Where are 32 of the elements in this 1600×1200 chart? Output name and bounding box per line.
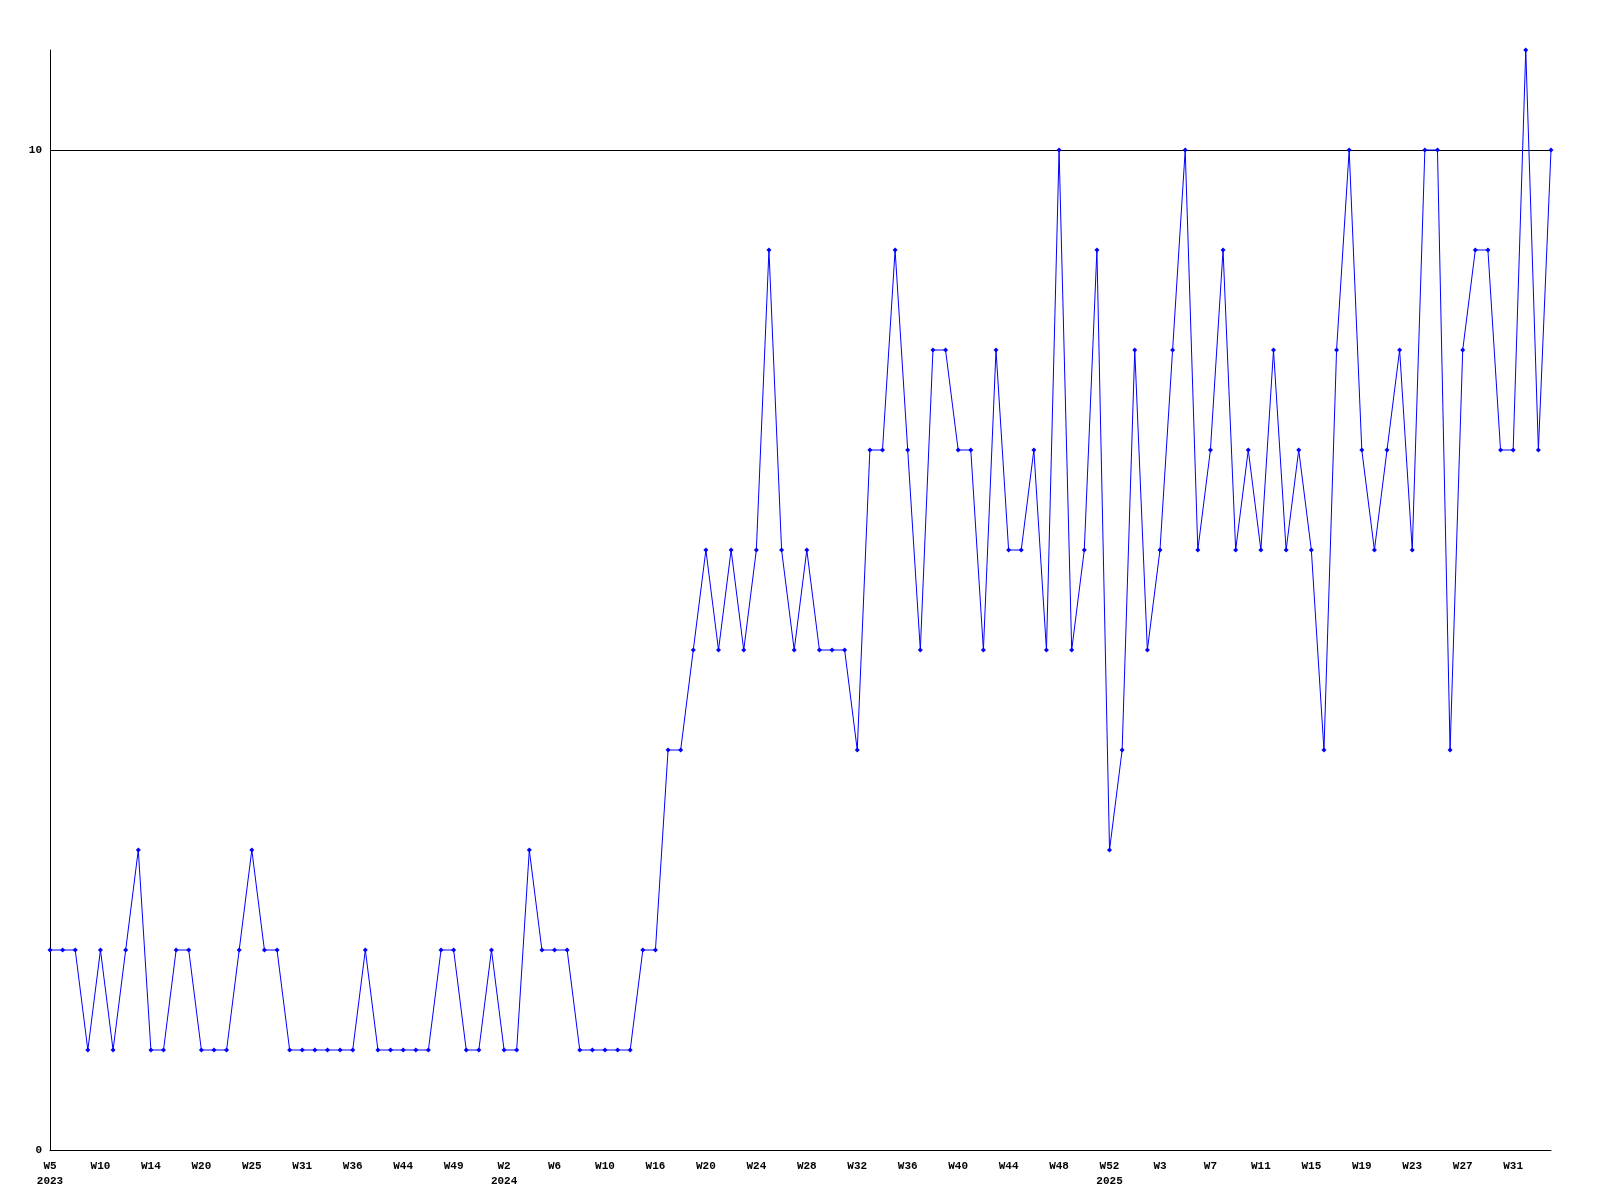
x-tick-label: W10 — [90, 1159, 111, 1172]
x-tick-label: W15 — [1301, 1159, 1322, 1172]
x-tick-label: W49 — [443, 1159, 464, 1172]
x-tick-label: W25 — [241, 1159, 263, 1172]
y-tick-label: 0 — [35, 1144, 42, 1156]
x-tick-label: W31 — [1503, 1159, 1524, 1172]
x-tick-label: W27 — [1452, 1159, 1473, 1172]
x-tick-label: W5 2023 — [36, 1159, 64, 1187]
x-tick-label: W14 — [141, 1159, 162, 1172]
x-tick-label: W48 — [1049, 1159, 1070, 1172]
x-tick-label: W7 — [1203, 1159, 1218, 1172]
x-tick-label: W3 — [1153, 1159, 1167, 1172]
x-tick-label: W20 — [191, 1159, 212, 1172]
x-tick-label: W28 — [796, 1159, 818, 1172]
x-tick-label: W10 — [595, 1159, 615, 1172]
x-tick-label: W36 — [897, 1159, 918, 1172]
x-tick-label: W23 — [1402, 1159, 1423, 1172]
x-tick-label: W32 — [847, 1159, 868, 1172]
x-tick-label: W40 — [948, 1159, 969, 1172]
x-tick-label: W20 — [695, 1159, 716, 1172]
x-tick-label: W36 — [342, 1159, 363, 1172]
x-tick-label: W19 — [1351, 1159, 1372, 1172]
x-tick-label: W44 — [998, 1159, 1019, 1172]
x-tick-label: W24 — [746, 1159, 767, 1172]
x-tick-label: W16 — [645, 1159, 666, 1172]
x-tick-label: W52 2025 — [1096, 1159, 1124, 1187]
x-tick-label: W11 — [1250, 1159, 1272, 1172]
y-tick-label: 10 — [28, 144, 42, 156]
x-tick-label: W31 — [292, 1159, 313, 1172]
x-tick-label: W44 — [393, 1159, 414, 1172]
x-tick-label: W2 2024 — [490, 1159, 518, 1187]
x-tick-label: W6 — [547, 1159, 562, 1172]
